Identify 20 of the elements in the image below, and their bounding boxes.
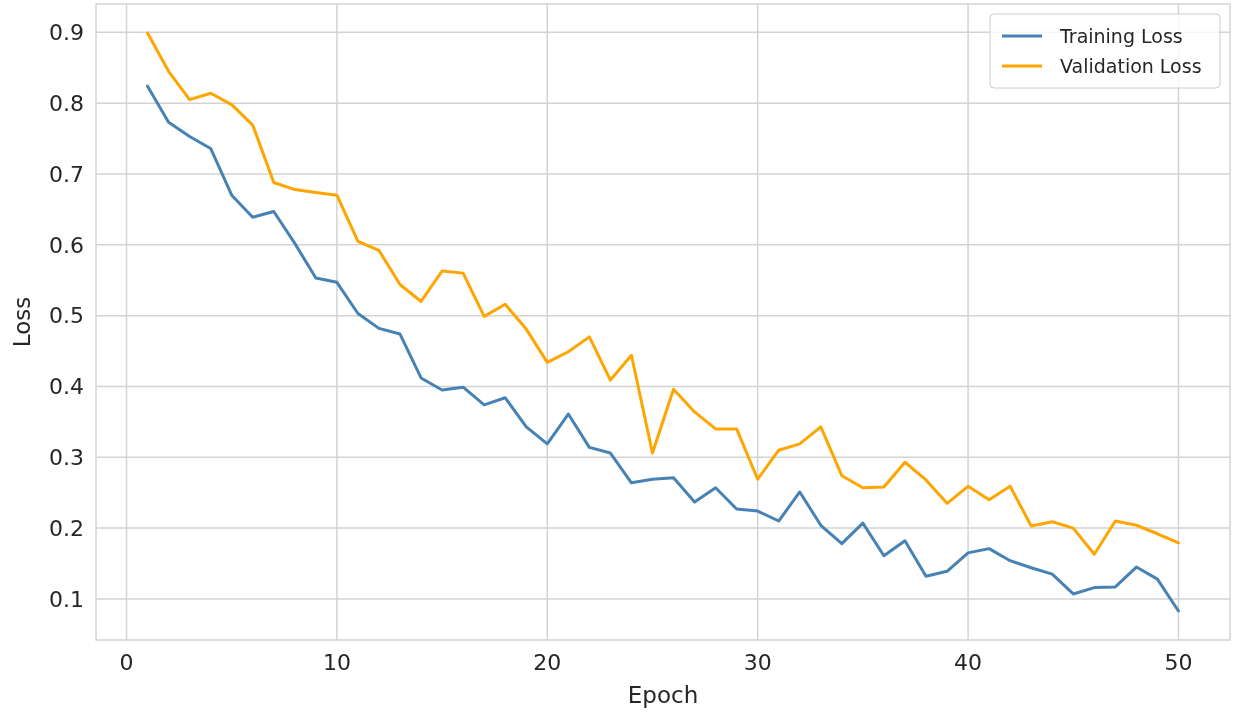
x-axis-title: Epoch (627, 682, 699, 708)
x-tick-label: 50 (1164, 650, 1193, 675)
y-tick-label: 0.9 (49, 20, 84, 46)
x-tick-label: 20 (533, 650, 562, 675)
y-axis-title: Loss (9, 296, 35, 348)
y-tick-label: 0.5 (49, 303, 84, 329)
line-series (146, 84, 1180, 613)
legend-label: Training Loss (1059, 24, 1183, 47)
y-tick-label: 0.6 (49, 232, 84, 258)
y-tick-label: 0.8 (49, 90, 84, 116)
y-tick-label: 0.3 (49, 444, 84, 470)
legend-label: Validation Loss (1060, 54, 1202, 77)
x-tick-label: 0 (119, 650, 134, 675)
y-tick-label: 0.7 (49, 161, 84, 187)
y-tick-label: 0.2 (49, 515, 84, 541)
x-tick-label: 30 (743, 650, 772, 675)
y-tick-label: 0.4 (49, 374, 84, 400)
y-tick-label: 0.1 (49, 586, 84, 612)
x-tick-label: 40 (954, 650, 983, 675)
x-tick-label: 10 (322, 650, 351, 675)
